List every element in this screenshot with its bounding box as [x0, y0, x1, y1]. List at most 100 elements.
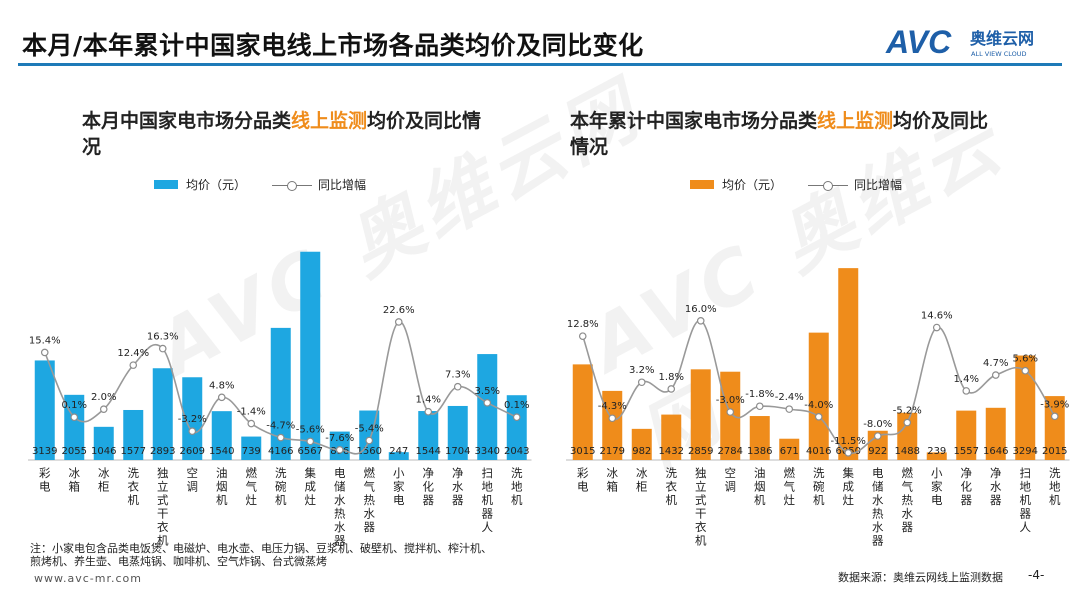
bar-value-label: 671 — [780, 446, 799, 457]
category-label: 彩 — [39, 466, 51, 480]
category-label: 灶 — [246, 493, 258, 507]
legend-line-label: 同比增幅 — [854, 178, 903, 192]
category-label: 机 — [666, 493, 678, 507]
bar-value-label: 1646 — [983, 446, 1008, 457]
bar-value-label: 922 — [868, 446, 887, 457]
yoy-point — [814, 413, 823, 421]
category-label: 油 — [216, 466, 228, 480]
category-label: 衣 — [128, 480, 140, 494]
category-label: 机 — [754, 493, 766, 507]
bar — [720, 371, 741, 460]
category-label: 烟 — [216, 480, 228, 494]
category-label: 机 — [128, 493, 140, 507]
category-label: 衣 — [157, 520, 169, 534]
yoy-point — [903, 418, 912, 427]
category-label: 成 — [843, 480, 855, 494]
category-label: 碗 — [813, 480, 825, 494]
bar — [329, 431, 350, 460]
category-label: 化 — [423, 480, 435, 494]
yoy-label: -5.6% — [296, 424, 325, 435]
yoy-point — [99, 405, 108, 413]
yoy-label: -1.4% — [237, 407, 266, 418]
bar — [300, 251, 321, 460]
yoy-label: 22.6% — [383, 305, 415, 316]
chart-right-legend: 均价（元） 同比增幅 — [690, 176, 902, 193]
legend-bar-label: 均价（元） — [722, 178, 783, 192]
bar-value-label: 1386 — [747, 446, 772, 457]
yoy-point — [578, 332, 587, 340]
category-label: 器 — [452, 493, 464, 507]
chart-left: 本月中国家电市场分品类线上监测均价及同比情况 均价（元） 同比增幅 3139 彩电… — [20, 108, 540, 548]
category-label: 机 — [695, 534, 707, 548]
bar-value-label: 1557 — [954, 446, 979, 457]
yoy-point — [608, 414, 617, 423]
category-label: 衣 — [666, 480, 678, 494]
bar-value-label: 1046 — [91, 446, 116, 457]
category-label: 小 — [931, 466, 943, 480]
category-label: 箱 — [69, 480, 81, 494]
category-label: 热 — [364, 493, 376, 507]
yoy-label: 4.8% — [209, 380, 234, 391]
bar — [926, 452, 947, 460]
bar-value-label: 1432 — [659, 446, 684, 457]
yoy-point — [991, 371, 1000, 379]
category-label: 气 — [364, 480, 376, 494]
category-label: 家 — [931, 480, 943, 494]
yoy-label: -3.2% — [178, 414, 207, 425]
yoy-label: -8.0% — [863, 419, 892, 430]
bar — [956, 410, 977, 460]
yoy-label: 14.6% — [921, 311, 953, 322]
yoy-label: 16.3% — [147, 332, 179, 343]
bar-value-label: 3340 — [475, 446, 500, 457]
bar — [93, 426, 114, 460]
category-label: 热 — [902, 493, 914, 507]
bar — [418, 411, 439, 460]
yoy-point — [785, 405, 794, 413]
category-label: 立 — [157, 480, 169, 494]
bar — [182, 377, 203, 460]
category-label: 机 — [482, 493, 494, 507]
category-label: 燃 — [364, 466, 376, 480]
category-label: 衣 — [695, 520, 707, 534]
yoy-point — [158, 344, 167, 353]
category-label: 扫 — [482, 466, 494, 480]
yoy-point — [844, 449, 853, 457]
yoy-label: -5.2% — [893, 406, 922, 417]
bar — [897, 412, 918, 460]
category-label: 器 — [872, 534, 884, 548]
category-label: 烟 — [754, 480, 766, 494]
bar-value-label: 247 — [389, 446, 408, 457]
logo-name-en: ALL VIEW CLOUD — [971, 50, 1027, 58]
category-label: 冰 — [69, 466, 81, 480]
category-label: 彩 — [577, 466, 589, 480]
bar-value-label: 2055 — [62, 446, 87, 457]
category-label: 热 — [334, 507, 346, 521]
bar — [270, 327, 291, 460]
category-label: 气 — [784, 480, 796, 494]
yoy-point — [70, 413, 79, 422]
yoy-label: 16.0% — [685, 304, 717, 315]
bar-value-label: 1704 — [445, 446, 470, 457]
category-label: 电 — [931, 493, 943, 507]
yoy-label: -11.5% — [831, 436, 866, 447]
category-label: 油 — [754, 466, 766, 480]
category-label: 器 — [990, 493, 1002, 507]
category-label: 空 — [187, 466, 199, 480]
category-label: 灶 — [784, 493, 796, 507]
yoy-point — [873, 432, 882, 440]
title-rule — [18, 63, 1062, 66]
bar — [602, 390, 623, 460]
bar — [211, 411, 232, 460]
website-url[interactable]: www.avc-mr.com — [34, 572, 142, 585]
category-label: 式 — [695, 493, 707, 507]
yoy-point — [276, 433, 285, 442]
yoy-label: -7.6% — [325, 433, 354, 444]
data-source: 数据来源：奥维云网线上监测数据 — [838, 571, 1003, 584]
yoy-point — [394, 318, 403, 326]
category-label: 灶 — [843, 493, 855, 507]
yoy-point — [217, 393, 226, 402]
category-label: 化 — [961, 480, 973, 494]
category-label: 箱 — [607, 480, 619, 494]
bar-value-label: 1577 — [121, 446, 146, 457]
category-label: 干 — [695, 507, 707, 521]
